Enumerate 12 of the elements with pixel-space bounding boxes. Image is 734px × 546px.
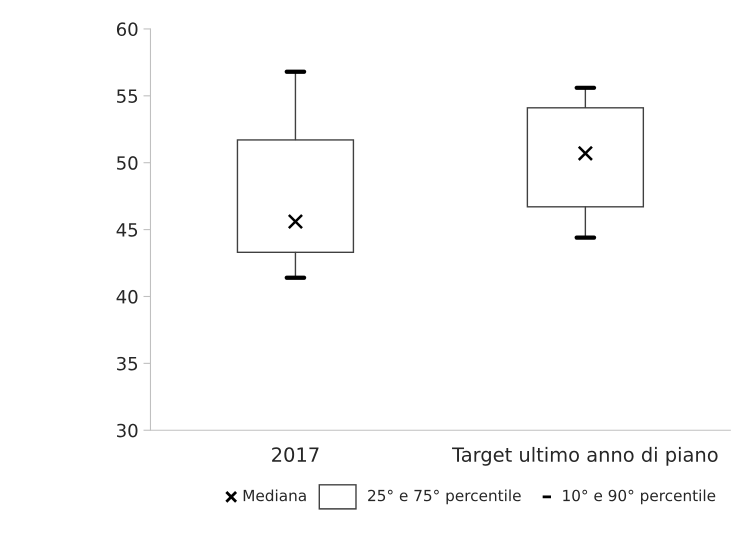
y-tick-label: 40 bbox=[116, 290, 138, 304]
x-tick-label: Target ultimo anno di piano bbox=[452, 446, 718, 466]
text: 10° e 90° percentile bbox=[563, 489, 716, 504]
x-tick-label: 2017 bbox=[272, 447, 319, 462]
y-tick-label: 55 bbox=[117, 90, 138, 103]
y-tick-label: 60 bbox=[116, 22, 138, 36]
text: 25° e 75° percentile bbox=[368, 489, 521, 504]
y-tick-label: 50 bbox=[117, 156, 138, 170]
y-tick-label: 30 bbox=[117, 424, 138, 438]
text: Mediana bbox=[244, 489, 306, 502]
y-tick-label: 35 bbox=[117, 356, 138, 370]
y-tick-label: 45 bbox=[116, 223, 138, 237]
